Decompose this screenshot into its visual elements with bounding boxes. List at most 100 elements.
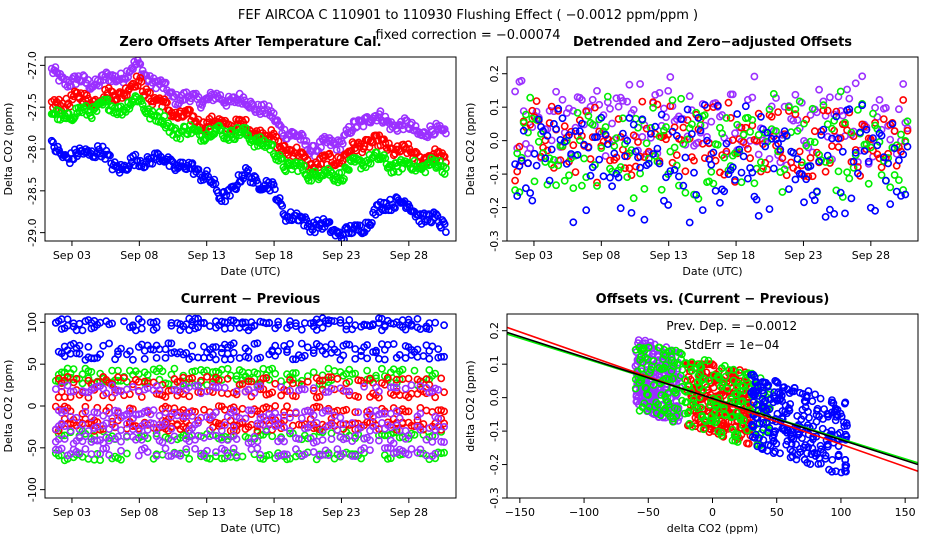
data-point xyxy=(123,419,131,428)
data-point xyxy=(845,94,854,103)
data-point xyxy=(431,369,440,378)
data-point xyxy=(265,318,274,327)
data-point xyxy=(791,90,800,99)
data-point xyxy=(765,205,774,213)
data-point xyxy=(709,179,718,188)
data-point xyxy=(672,346,680,355)
data-point xyxy=(360,379,368,387)
data-point xyxy=(117,344,125,353)
data-point xyxy=(612,169,621,178)
data-point xyxy=(277,383,285,392)
data-point xyxy=(185,392,194,401)
y-axis-label: Delta CO2 (ppm) xyxy=(2,103,15,196)
data-point xyxy=(211,448,220,456)
data-point xyxy=(440,220,449,228)
data-point xyxy=(114,350,122,359)
data-point xyxy=(575,127,584,136)
data-point xyxy=(691,364,700,373)
x-axis-label: Date (UTC) xyxy=(220,522,280,535)
data-point xyxy=(780,102,789,111)
data-point xyxy=(300,319,309,327)
data-point xyxy=(545,119,554,127)
data-point xyxy=(167,424,176,433)
y-tick-label: -27.5 xyxy=(26,93,39,121)
data-point xyxy=(744,439,753,448)
data-point xyxy=(869,134,877,142)
data-point xyxy=(556,135,565,144)
data-point xyxy=(693,404,702,413)
data-point xyxy=(832,112,841,121)
data-point xyxy=(765,105,774,114)
data-point xyxy=(845,174,854,183)
data-point xyxy=(569,184,578,192)
data-point xyxy=(780,426,789,435)
y-tick-label: -28.0 xyxy=(26,135,39,163)
data-point xyxy=(429,130,438,139)
data-point xyxy=(425,354,434,363)
data-point xyxy=(84,342,93,351)
data-point xyxy=(719,378,728,387)
data-point xyxy=(105,339,113,348)
data-point xyxy=(903,117,912,126)
data-point xyxy=(530,149,539,158)
data-point xyxy=(562,159,571,168)
data-point xyxy=(621,164,629,173)
data-point xyxy=(404,140,413,149)
data-point xyxy=(681,375,690,384)
data-point xyxy=(291,322,300,330)
data-point xyxy=(302,136,311,145)
data-point xyxy=(903,126,912,135)
data-point xyxy=(271,402,280,410)
data-point xyxy=(203,372,211,381)
data-point xyxy=(125,347,134,355)
data-point xyxy=(440,422,448,431)
data-point xyxy=(701,417,710,426)
data-point xyxy=(256,382,265,391)
data-point xyxy=(155,411,164,420)
data-point xyxy=(345,316,354,324)
data-point xyxy=(666,167,675,175)
data-point xyxy=(374,319,383,327)
data-point xyxy=(886,200,895,208)
data-point xyxy=(530,177,539,186)
data-point xyxy=(819,97,828,106)
data-point xyxy=(637,346,645,355)
data-point xyxy=(72,349,81,358)
data-point xyxy=(752,377,761,386)
data-point xyxy=(351,431,360,440)
data-point xyxy=(291,392,300,401)
data-point xyxy=(638,115,647,124)
data-point xyxy=(182,448,191,457)
data-point xyxy=(404,407,413,416)
data-point xyxy=(160,112,169,120)
data-point xyxy=(612,134,621,142)
data-point xyxy=(191,444,199,453)
data-point xyxy=(754,130,763,139)
data-point xyxy=(642,124,651,133)
data-point xyxy=(623,173,632,181)
data-point xyxy=(176,326,185,334)
data-point xyxy=(366,446,374,454)
data-point xyxy=(746,154,754,163)
data-point xyxy=(815,157,823,166)
data-point xyxy=(741,123,750,132)
data-point xyxy=(780,383,788,392)
data-point xyxy=(812,417,821,426)
data-point xyxy=(864,179,873,188)
data-point xyxy=(211,383,220,392)
plot-area xyxy=(507,326,918,477)
data-point xyxy=(274,321,282,329)
data-point xyxy=(796,448,804,457)
data-point xyxy=(758,401,767,410)
data-point xyxy=(672,151,681,159)
data-point xyxy=(172,90,181,99)
data-point xyxy=(733,110,742,118)
data-point xyxy=(816,394,825,403)
data-point xyxy=(834,167,843,176)
data-point xyxy=(526,144,535,153)
data-point xyxy=(244,347,253,356)
data-point xyxy=(324,451,333,459)
data-point xyxy=(60,422,69,430)
data-point xyxy=(194,381,202,390)
data-point xyxy=(528,106,537,115)
